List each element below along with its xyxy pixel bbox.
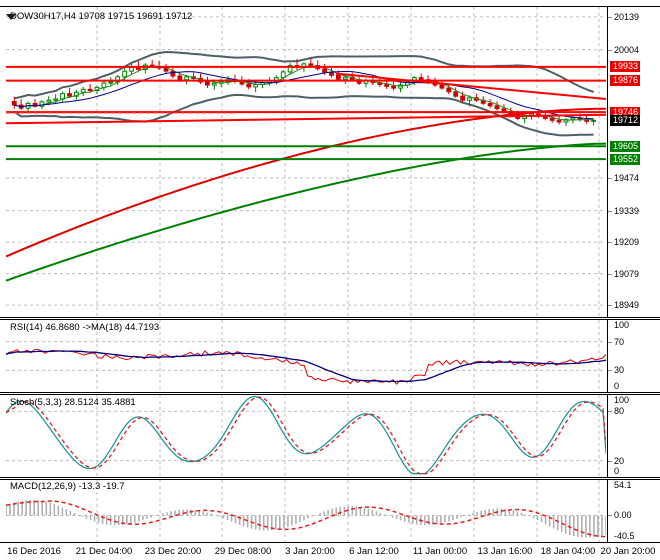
- price-axis-label: 19474: [614, 172, 640, 183]
- macd-axis-label: -40.5: [614, 531, 635, 541]
- time-axis-label: 21 Dec 04:00: [75, 546, 133, 557]
- axis-tick: [608, 16, 612, 18]
- rsi-axis[interactable]: 100 70 30 0: [607, 320, 660, 392]
- stochastic-axis-label: 100: [614, 395, 630, 405]
- time-axis-label: 18 Jan 04:00: [540, 546, 596, 557]
- price-axis-label: 19339: [614, 205, 640, 216]
- price-tag[interactable]: 19605: [610, 140, 641, 152]
- plot-svg: [6, 480, 606, 542]
- rsi-plot-area[interactable]: [6, 320, 606, 392]
- plot-svg: [6, 320, 606, 392]
- time-axis-label: 23 Dec 20:00: [144, 546, 202, 557]
- macd-axis-label: 54.1: [614, 480, 632, 490]
- macd-plot-area[interactable]: [6, 480, 606, 542]
- stochastic-panel[interactable]: Stoch(5,3,3) 28.5124 35.4881 100 80 20 0: [0, 394, 660, 478]
- price-tag[interactable]: 19746: [610, 106, 641, 118]
- time-axis-label: 11 Jan 00:00: [412, 546, 468, 557]
- axis-tick: [608, 273, 612, 275]
- price-tag[interactable]: 19876: [610, 75, 641, 87]
- rsi-axis-label: 100: [614, 320, 630, 330]
- axis-tick: [608, 305, 612, 307]
- stochastic-plot-area[interactable]: [6, 395, 606, 477]
- price-axis-label: 19079: [614, 268, 640, 279]
- time-axis-label: 29 Dec 08:00: [214, 546, 272, 557]
- axis-tick: [608, 411, 612, 413]
- price-chart-panel[interactable]: DOW30H17,H4 19708 19715 19691 19712 2013…: [0, 6, 660, 318]
- macd-axis-label: 0.00: [614, 510, 632, 521]
- rsi-axis-label: 70: [614, 336, 625, 347]
- price-axis-label: 19209: [614, 237, 640, 248]
- price-axis[interactable]: 20139 20004 19474 19339 19209 19079 18949 19933…: [607, 7, 660, 317]
- axis-tick: [608, 515, 612, 517]
- price-tag[interactable]: 19712: [610, 114, 641, 126]
- price-axis-label: 20139: [614, 11, 640, 22]
- axis-tick: [608, 460, 612, 462]
- time-axis-label: 13 Jan 16:00: [477, 546, 533, 557]
- price-axis-label: 20004: [614, 44, 640, 55]
- axis-tick: [608, 242, 612, 244]
- axis-tick: [608, 177, 612, 179]
- plot-svg: [6, 395, 606, 477]
- price-axis-label: 18949: [614, 300, 640, 311]
- stochastic-axis[interactable]: 100 80 20 0: [607, 395, 660, 477]
- axis-tick: [608, 341, 612, 343]
- axis-tick: [608, 370, 612, 372]
- time-axis-label: 3 Jan 20:00: [285, 546, 335, 557]
- axis-tick: [608, 210, 612, 212]
- rsi-panel[interactable]: RSI(14) 46.8680 ->MA(18) 44.7193 100 70 30…: [0, 319, 660, 393]
- stochastic-axis-label: 0: [614, 466, 620, 476]
- macd-panel[interactable]: MACD(12,26,9) -13.3 -19.7 54.1 0.00 -40.5: [0, 479, 660, 543]
- stochastic-axis-label: 20: [614, 455, 625, 466]
- time-axis-label: 16 Dec 2016: [7, 546, 61, 557]
- stochastic-axis-label: 80: [614, 406, 625, 417]
- price-tag[interactable]: 19933: [610, 61, 641, 73]
- rsi-axis-label: 0: [614, 381, 620, 391]
- rsi-legend: RSI(14) 46.8680 ->MA(18) 44.7193: [10, 322, 160, 333]
- price-chart-legend: DOW30H17,H4 19708 19715 19691 19712: [10, 11, 193, 22]
- caret-down-icon[interactable]: [6, 14, 16, 20]
- axis-tick: [608, 49, 612, 51]
- time-axis-label: 20 Jan 20:00: [600, 546, 656, 557]
- price-tag[interactable]: 19552: [610, 153, 641, 165]
- time-axis-label: 6 Jan 12:00: [349, 546, 399, 557]
- price-plot-area[interactable]: [6, 7, 606, 317]
- rsi-axis-label: 30: [614, 365, 625, 376]
- macd-axis[interactable]: 54.1 0.00 -40.5: [607, 480, 660, 542]
- time-axis[interactable]: 16 Dec 2016 21 Dec 04:00 23 Dec 20:00 29 De…: [0, 543, 660, 560]
- stochastic-legend: Stoch(5,3,3) 28.5124 35.4881: [10, 397, 136, 408]
- plot-svg: [6, 7, 606, 317]
- macd-legend: MACD(12,26,9) -13.3 -19.7: [10, 481, 125, 492]
